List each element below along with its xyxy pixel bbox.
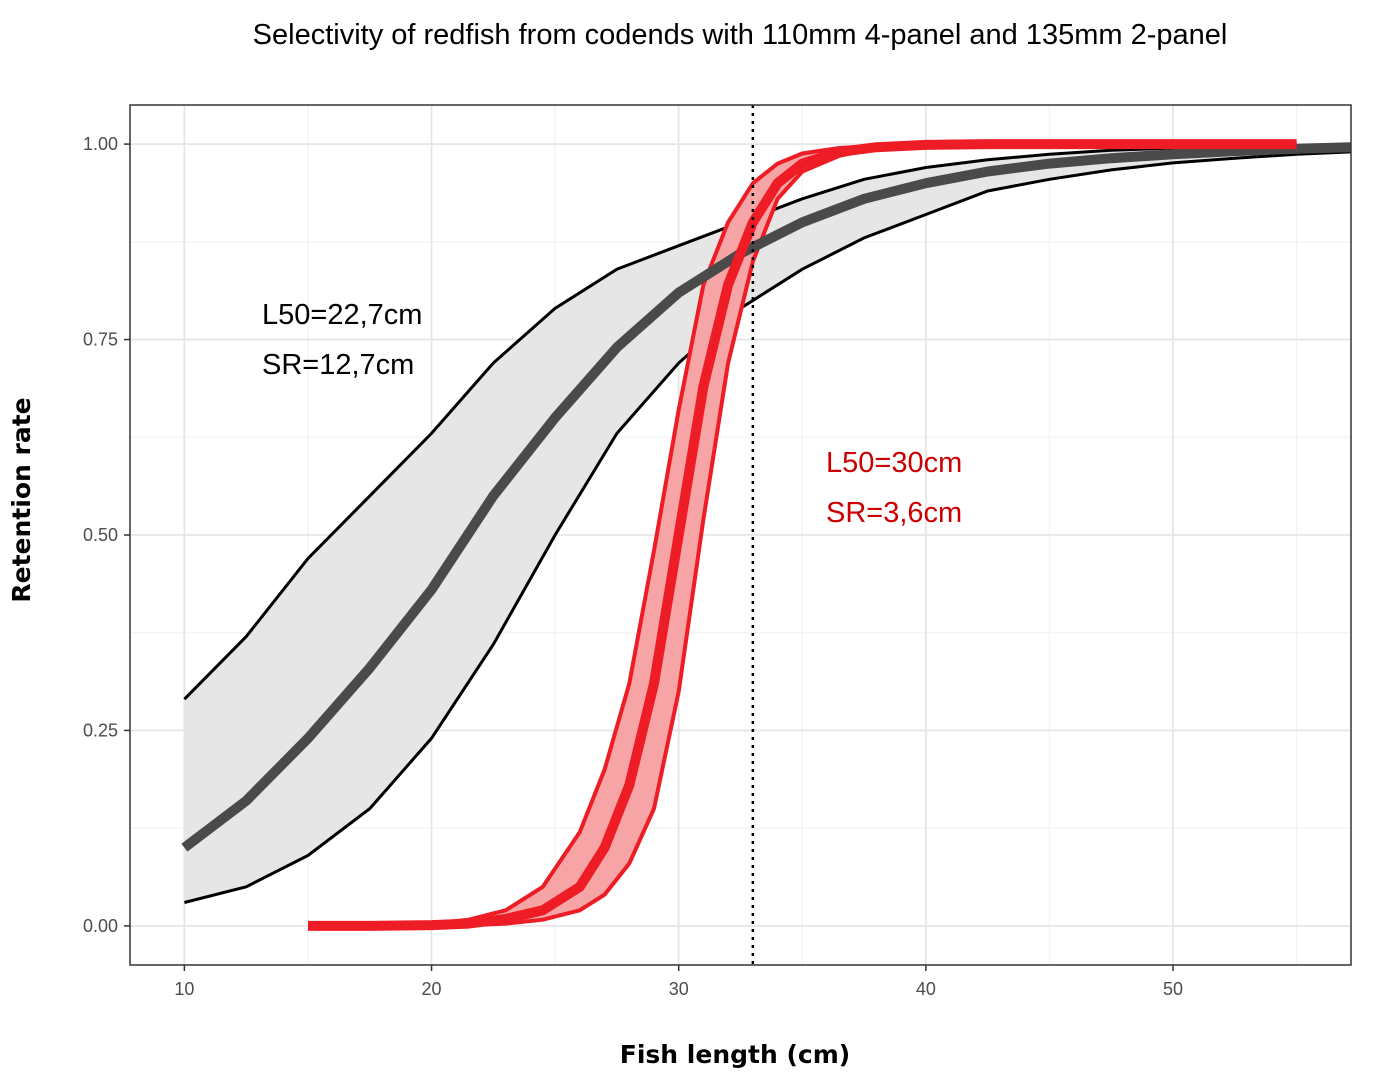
fitted-curve-0 [181,142,1352,852]
x-axis: 10 20 30 40 50 [174,965,1183,999]
y-axis: 0.00 0.25 0.50 0.75 1.00 [83,134,130,936]
fitted-curve-1 [308,139,1297,931]
y-tick-label: 0.50 [83,525,118,545]
annotation-grey-l50: L50=22,7cm [262,299,422,331]
x-tick-label: 40 [916,979,936,999]
annotation-grey-sr: SR=12,7cm [262,349,414,381]
y-axis-title: Retention rate [7,397,36,602]
x-axis-title: Fish length (cm) [620,1040,850,1069]
series-lines [181,139,1352,931]
annotation-grey-curve: L50=22,7cm SR=12,7cm [262,299,422,381]
x-tick-label: 10 [174,979,194,999]
lower-bound-line-0 [184,150,1352,904]
x-tick-label: 50 [1163,979,1183,999]
y-tick-label: 0.25 [83,720,118,740]
chart-title: Selectivity of redfish from codends with… [253,19,1228,51]
annotation-red-l50: L50=30cm [826,447,962,479]
y-tick-label: 0.75 [83,330,118,350]
x-tick-label: 30 [669,979,689,999]
confidence-band-0 [184,144,1351,903]
annotation-red-curve: L50=30cm SR=3,6cm [826,447,962,529]
x-tick-label: 20 [422,979,442,999]
y-tick-label: 1.00 [83,134,118,154]
y-tick-label: 0.00 [83,916,118,936]
annotation-red-sr: SR=3,6cm [826,497,962,529]
